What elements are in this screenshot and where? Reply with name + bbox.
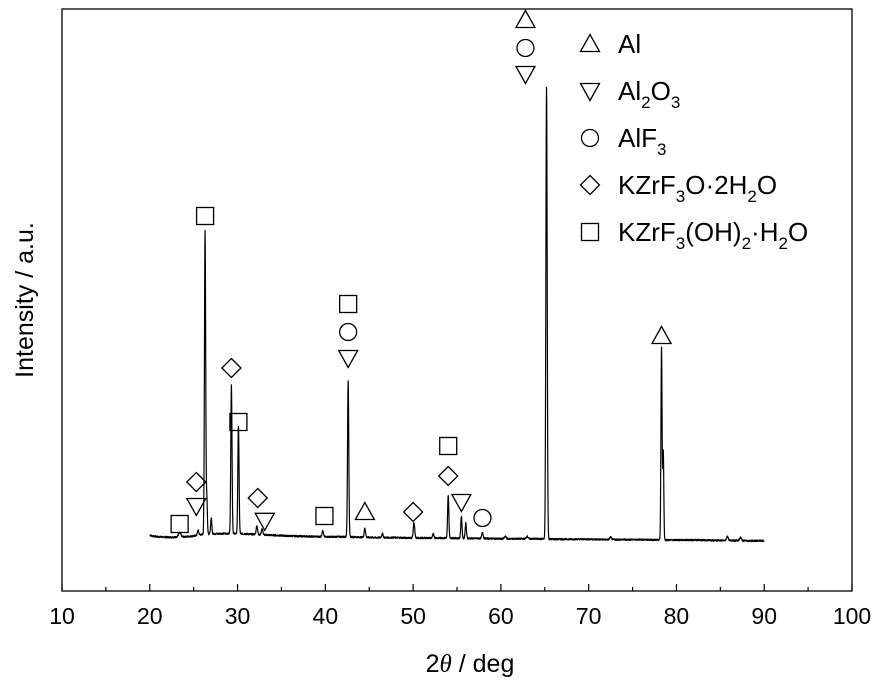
legend-label: Al2O3 [618, 76, 680, 112]
peak-annotations [170, 9, 673, 534]
annotation-diamond-marker [220, 357, 242, 379]
annotation-triangle-down-marker [337, 349, 359, 369]
annotation-square-marker [195, 206, 215, 226]
annotation-circle-marker [339, 322, 358, 342]
annotation-diamond-marker [247, 487, 269, 509]
legend-triangle-up-marker [579, 33, 601, 53]
x-tick-label: 10 [49, 603, 75, 629]
x-axis-title-symbol: θ [440, 651, 452, 678]
legend-item: AlF3 [580, 123, 666, 159]
annotation-square-marker [229, 412, 248, 432]
y-axis-title: Intensity / a.u. [11, 222, 39, 378]
annotation-circle-marker [516, 38, 535, 58]
annotation-square-marker [170, 514, 189, 534]
legend-label: KZrF3(OH)2·H2O [618, 217, 808, 253]
annotation-square-marker [339, 294, 358, 314]
legend-item: Al2O3 [579, 76, 680, 112]
legend-diamond-marker [579, 174, 601, 196]
x-tick-label: 40 [313, 603, 339, 629]
legend: Al Al2O3 AlF3 KZrF3O·2H2O KZrF3(OH)2·H2O [579, 29, 808, 253]
annotation-triangle-down-marker [185, 497, 207, 517]
legend-label: KZrF3O·2H2O [618, 170, 777, 206]
x-tick-label: 90 [751, 603, 777, 629]
x-tick-label: 30 [225, 603, 251, 629]
annotation-triangle-up-marker [650, 325, 673, 345]
annotation-triangle-up-marker [354, 501, 376, 521]
annotation-triangle-up-marker [514, 9, 537, 29]
legend-item: KZrF3O·2H2O [579, 170, 777, 206]
annotation-diamond-marker [402, 501, 424, 523]
annotation-diamond-marker [185, 471, 207, 493]
legend-square-marker [580, 222, 600, 242]
annotation-triangle-down-marker [450, 493, 472, 513]
annotation-triangle-down-marker [514, 65, 537, 85]
x-tick-label: 100 [833, 603, 871, 629]
diffraction-pattern-line [149, 86, 765, 543]
x-tick-label: 70 [576, 603, 602, 629]
annotation-diamond-marker [437, 465, 459, 487]
legend-item: KZrF3(OH)2·H2O [580, 217, 808, 253]
legend-label: AlF3 [618, 123, 666, 159]
annotation-circle-marker [473, 508, 492, 528]
x-axis-title: 2θ / deg [426, 650, 515, 678]
x-tick-label: 50 [400, 603, 426, 629]
x-tick-label: 60 [488, 603, 514, 629]
legend-label: Al [618, 29, 641, 59]
legend-item: Al [579, 29, 641, 59]
x-axis-tick-labels: 10 20 30 40 50 60 70 80 90 100 [49, 603, 871, 629]
x-tick-label: 80 [664, 603, 690, 629]
annotation-triangle-down-marker [254, 512, 276, 532]
annotation-square-marker [315, 506, 334, 526]
x-tick-label: 20 [137, 603, 163, 629]
legend-circle-marker [580, 128, 600, 148]
x-axis-ticks [61, 584, 853, 591]
legend-triangle-down-marker [579, 82, 601, 102]
annotation-square-marker [439, 436, 458, 456]
